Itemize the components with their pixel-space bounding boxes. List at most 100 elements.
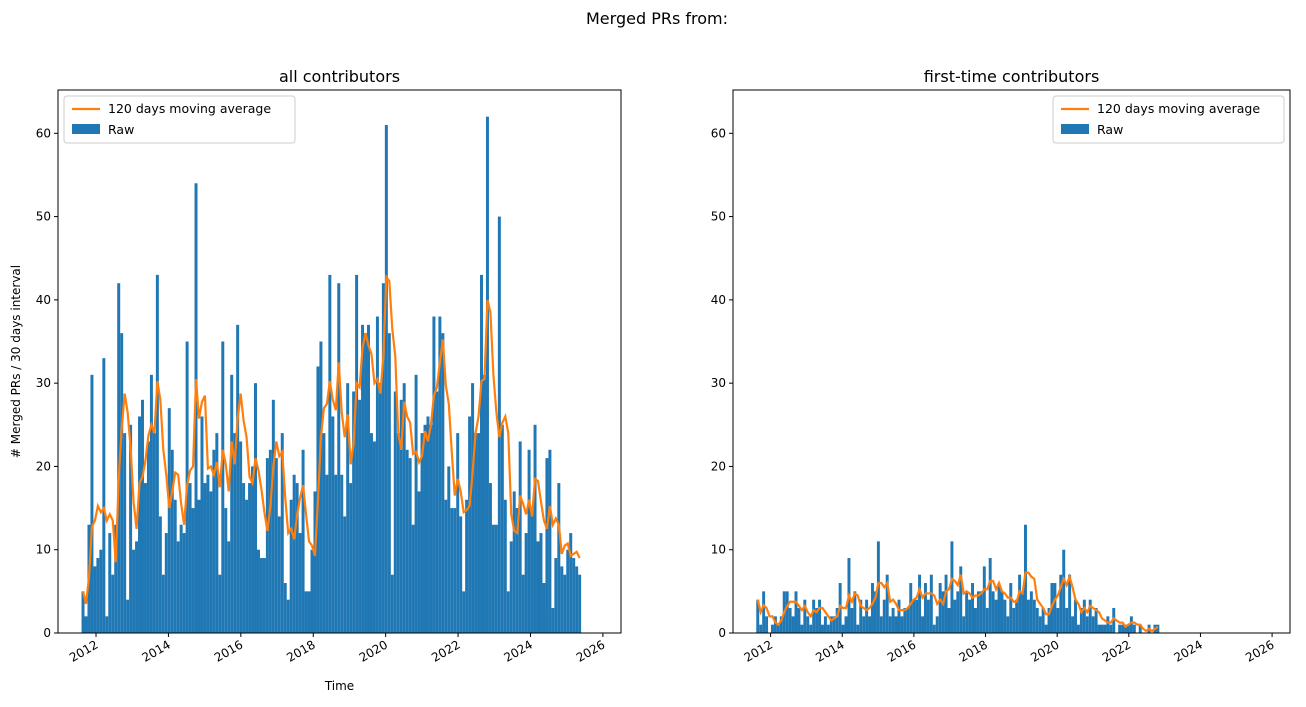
- bar: [1038, 616, 1042, 633]
- legend-label-average: 120 days moving average: [1097, 101, 1260, 116]
- bar: [1015, 599, 1019, 633]
- bar: [126, 599, 130, 633]
- bar: [791, 616, 795, 633]
- bar: [212, 449, 216, 633]
- bar: [295, 483, 299, 633]
- bar: [283, 583, 287, 633]
- bar: [426, 416, 430, 633]
- bar: [132, 549, 136, 633]
- bar: [450, 508, 454, 633]
- bar: [120, 333, 124, 633]
- bar: [1021, 591, 1025, 633]
- bar: [1071, 616, 1075, 633]
- bar: [414, 374, 418, 633]
- bar: [393, 391, 397, 633]
- subplot-title: all contributors: [279, 67, 400, 86]
- x-tick-label: 2020: [1028, 637, 1061, 664]
- bar: [968, 599, 972, 633]
- bar: [372, 441, 376, 633]
- x-tick-label: 2026: [1243, 637, 1276, 664]
- bar: [879, 616, 883, 633]
- bar: [1062, 549, 1066, 633]
- bar: [566, 549, 570, 633]
- bar: [841, 624, 845, 633]
- legend-bar-icon: [1061, 124, 1089, 134]
- bar: [84, 616, 88, 633]
- bar: [762, 591, 766, 633]
- bar: [488, 483, 492, 633]
- bar: [988, 558, 992, 633]
- x-axis-label: Time: [324, 679, 354, 693]
- bar: [173, 499, 177, 633]
- bar: [1065, 608, 1069, 633]
- bar: [138, 416, 142, 633]
- bar: [465, 499, 469, 633]
- bar: [485, 116, 489, 633]
- bar: [256, 549, 260, 633]
- bar: [304, 591, 308, 633]
- bar: [322, 433, 326, 633]
- bar: [909, 583, 913, 633]
- bar: [1076, 624, 1080, 633]
- bar: [480, 274, 483, 633]
- bar: [578, 574, 582, 633]
- bar: [1112, 608, 1116, 633]
- bar: [1097, 624, 1101, 633]
- bar: [797, 608, 801, 633]
- bar: [557, 483, 561, 633]
- bar: [1000, 591, 1004, 633]
- bar: [245, 499, 249, 633]
- bar: [108, 533, 112, 633]
- bar: [444, 499, 448, 633]
- bar: [997, 583, 1001, 633]
- bar: [146, 441, 150, 633]
- bar: [918, 574, 922, 633]
- bar: [215, 433, 219, 633]
- bar: [96, 558, 100, 633]
- bar: [129, 424, 133, 633]
- bar: [894, 616, 898, 633]
- bar: [143, 483, 147, 633]
- bar: [123, 433, 127, 633]
- bar: [926, 599, 930, 633]
- bar: [1085, 616, 1089, 633]
- bar: [947, 608, 951, 633]
- bar: [420, 433, 424, 633]
- subplot-title: first-time contributors: [924, 67, 1100, 86]
- bar: [346, 383, 350, 633]
- bar: [271, 399, 275, 633]
- legend: 120 days moving average Raw: [1052, 95, 1285, 144]
- bar: [310, 549, 314, 633]
- bar: [265, 458, 269, 633]
- bar: [230, 374, 234, 633]
- bar: [891, 608, 895, 633]
- bar: [239, 441, 243, 633]
- axes-frame: [732, 89, 1291, 634]
- bar: [117, 283, 121, 633]
- bar: [248, 483, 252, 633]
- bar: [1106, 616, 1110, 633]
- bar: [897, 599, 901, 633]
- bar: [821, 624, 824, 633]
- x-tick-label: 2014: [139, 637, 172, 664]
- bar: [468, 416, 472, 633]
- bar: [259, 558, 263, 633]
- bar: [1156, 624, 1160, 633]
- bar: [292, 474, 296, 633]
- moving-average-line: [756, 571, 1159, 633]
- moving-average-line: [81, 273, 581, 605]
- bar: [512, 491, 516, 633]
- bar: [1124, 624, 1127, 633]
- bar: [155, 274, 159, 633]
- bar: [1118, 624, 1122, 633]
- bar: [794, 591, 798, 633]
- y-tick-label: 10: [36, 543, 51, 557]
- bar: [542, 583, 546, 633]
- bar: [921, 616, 924, 633]
- bar: [319, 341, 323, 633]
- bar: [770, 624, 774, 633]
- legend-frame: [1052, 95, 1285, 144]
- bar: [349, 483, 353, 633]
- bar: [953, 599, 957, 633]
- bar: [806, 616, 810, 633]
